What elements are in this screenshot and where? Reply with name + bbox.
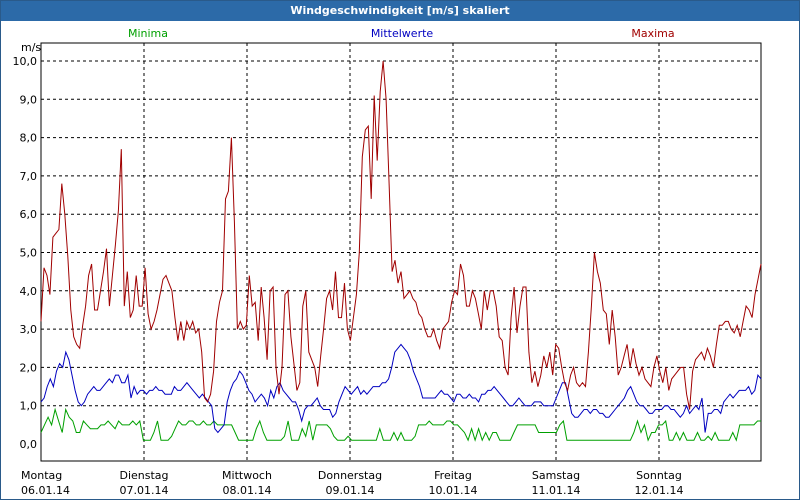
x-tick-weekday: Montag [21,469,62,482]
y-tick-label: 10,0 [13,55,38,68]
x-tick-date: 06.01.14 [21,484,70,497]
x-tick-date: 11.01.14 [532,484,581,497]
series-lines [40,60,762,442]
plot-frame [40,42,762,462]
x-tick-date: 07.01.14 [120,484,169,497]
x-tick-weekday: Donnerstag [318,469,382,482]
y-tick-label: 8,0 [20,132,38,145]
y-tick-label: 0,0 [20,438,38,451]
x-tick-weekday: Dienstag [119,469,168,482]
y-tick-label: 5,0 [20,247,38,260]
y-tick-label: 1,0 [20,400,38,413]
series-line-minima [40,407,761,442]
y-tick-label: 7,0 [20,170,38,183]
x-tick-date: 12.01.14 [635,484,684,497]
x-axis-ticks: Montag 06.01.14 Dienstag 07.01.14 Mittwoch 08… [21,469,683,497]
y-axis-label: m/s [21,41,41,54]
y-tick-label: 3,0 [20,323,38,336]
series-line-maxima [40,60,762,410]
legend-entry-mittelwerte: Mittelwerte [371,27,434,40]
x-tick-weekday: Sonntag [636,469,682,482]
y-axis-ticks: 0,0 1,0 2,0 3,0 4,0 5,0 6,0 7,0 8,0 9,0 10,0 [13,55,38,451]
legend-entry-maxima: Maxima [631,27,674,40]
series-line-mittelwerte [40,343,762,434]
window-title: Windgeschwindigkeit [m/s] skaliert [1,1,799,21]
x-tick-weekday: Samstag [532,469,580,482]
x-tick-weekday: Mittwoch [222,469,272,482]
x-tick-weekday: Freitag [434,469,472,482]
y-tick-label: 2,0 [20,361,38,374]
x-tick-date: 08.01.14 [223,484,272,497]
y-tick-label: 4,0 [20,285,38,298]
legend-entry-minima: Minima [128,27,168,40]
y-tick-label: 9,0 [20,93,38,106]
x-tick-date: 10.01.14 [429,484,478,497]
x-tick-date: 09.01.14 [326,484,375,497]
legend: Minima Mittelwerte Maxima [128,27,675,40]
y-tick-label: 6,0 [20,208,38,221]
grid-lines [41,43,761,461]
